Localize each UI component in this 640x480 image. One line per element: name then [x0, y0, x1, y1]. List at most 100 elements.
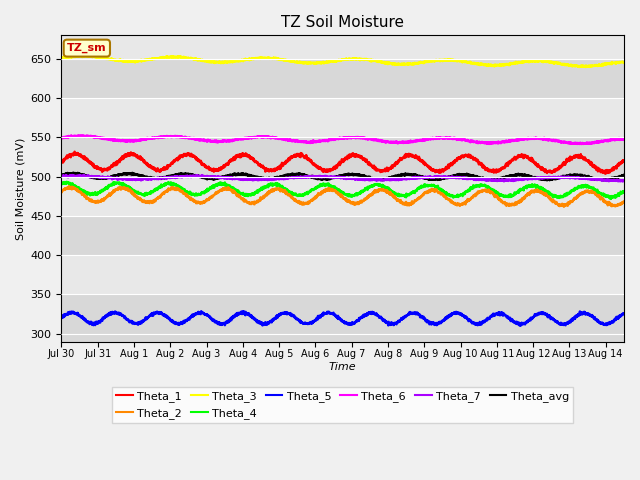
Theta_2 — [58, 188, 65, 193]
Theta_avg — [604, 176, 612, 182]
Theta_avg — [602, 178, 610, 183]
Theta_avg — [620, 172, 628, 178]
Theta_avg — [86, 174, 94, 180]
Theta_4 — [500, 193, 508, 199]
Theta_3 — [620, 60, 628, 65]
Theta_1 — [58, 159, 65, 165]
Theta_7 — [604, 177, 611, 182]
Theta_6 — [332, 135, 339, 141]
Theta_4 — [332, 185, 339, 191]
Bar — [61, 59, 624, 98]
Bar — [61, 36, 624, 59]
Theta_2 — [620, 199, 628, 204]
Theta_5 — [604, 320, 612, 326]
Theta_1 — [604, 169, 612, 175]
Theta_avg — [69, 170, 77, 176]
Line: Theta_4: Theta_4 — [61, 182, 624, 199]
Theta_5 — [620, 311, 628, 316]
Theta_7 — [316, 173, 324, 179]
Text: TZ_sm: TZ_sm — [67, 43, 107, 53]
Bar — [61, 177, 624, 216]
Theta_1 — [620, 158, 628, 164]
Bar — [61, 294, 624, 334]
Theta_avg — [58, 173, 65, 179]
Y-axis label: Soil Moisture (mV): Soil Moisture (mV) — [15, 137, 25, 240]
Theta_5 — [332, 313, 339, 319]
Bar — [61, 137, 624, 177]
Theta_7 — [58, 173, 65, 179]
Theta_avg — [604, 177, 612, 183]
Line: Theta_5: Theta_5 — [61, 311, 624, 326]
Theta_4 — [604, 193, 612, 199]
Theta_6 — [578, 141, 586, 147]
Theta_4 — [86, 192, 94, 197]
Theta_3 — [604, 61, 612, 67]
Theta_5 — [316, 313, 324, 319]
Theta_avg — [332, 174, 339, 180]
Theta_3 — [500, 62, 508, 68]
Theta_3 — [316, 60, 324, 65]
Theta_3 — [604, 61, 612, 67]
Bar — [61, 255, 624, 294]
Theta_6 — [58, 135, 65, 141]
Theta_1 — [316, 165, 324, 170]
Theta_7 — [620, 178, 628, 183]
Theta_6 — [604, 138, 612, 144]
X-axis label: Time: Time — [329, 362, 356, 372]
Theta_6 — [316, 139, 324, 144]
Title: TZ Soil Moisture: TZ Soil Moisture — [281, 15, 404, 30]
Theta_1 — [602, 171, 609, 177]
Line: Theta_7: Theta_7 — [61, 175, 624, 181]
Line: Theta_avg: Theta_avg — [61, 173, 624, 180]
Theta_5 — [240, 308, 248, 314]
Theta_7 — [604, 177, 612, 182]
Theta_4 — [316, 181, 324, 187]
Theta_5 — [516, 323, 524, 329]
Theta_3 — [332, 58, 339, 64]
Bar — [61, 216, 624, 255]
Bar — [61, 334, 624, 342]
Theta_4 — [604, 193, 611, 199]
Theta_3 — [86, 54, 94, 60]
Theta_5 — [58, 315, 65, 321]
Theta_3 — [78, 52, 86, 58]
Theta_6 — [620, 136, 628, 142]
Theta_6 — [604, 138, 612, 144]
Theta_1 — [500, 165, 508, 171]
Theta_avg — [500, 175, 508, 181]
Theta_6 — [500, 139, 508, 144]
Theta_5 — [500, 312, 508, 317]
Bar — [61, 98, 624, 137]
Theta_7 — [68, 172, 76, 178]
Theta_4 — [63, 179, 70, 185]
Line: Theta_6: Theta_6 — [61, 135, 624, 144]
Theta_7 — [619, 179, 627, 184]
Theta_2 — [332, 188, 339, 194]
Line: Theta_3: Theta_3 — [61, 55, 624, 67]
Theta_7 — [86, 174, 94, 180]
Theta_4 — [620, 189, 628, 195]
Theta_4 — [58, 181, 65, 187]
Line: Theta_1: Theta_1 — [61, 152, 624, 174]
Theta_2 — [316, 191, 324, 197]
Theta_1 — [604, 170, 612, 176]
Theta_2 — [86, 197, 94, 203]
Theta_1 — [86, 159, 94, 165]
Theta_avg — [316, 176, 324, 181]
Legend: Theta_1, Theta_2, Theta_3, Theta_4, Theta_5, Theta_6, Theta_7, Theta_avg: Theta_1, Theta_2, Theta_3, Theta_4, Thet… — [112, 387, 573, 423]
Theta_2 — [500, 200, 508, 206]
Theta_5 — [604, 321, 612, 327]
Theta_3 — [58, 55, 65, 61]
Theta_2 — [604, 201, 612, 207]
Line: Theta_2: Theta_2 — [61, 186, 624, 207]
Theta_6 — [67, 132, 75, 138]
Theta_1 — [332, 166, 339, 172]
Theta_6 — [86, 133, 94, 139]
Theta_3 — [582, 64, 589, 70]
Theta_5 — [86, 319, 94, 325]
Theta_2 — [65, 183, 73, 189]
Theta_1 — [71, 149, 79, 155]
Theta_7 — [332, 174, 339, 180]
Theta_2 — [604, 203, 612, 208]
Theta_2 — [560, 204, 568, 210]
